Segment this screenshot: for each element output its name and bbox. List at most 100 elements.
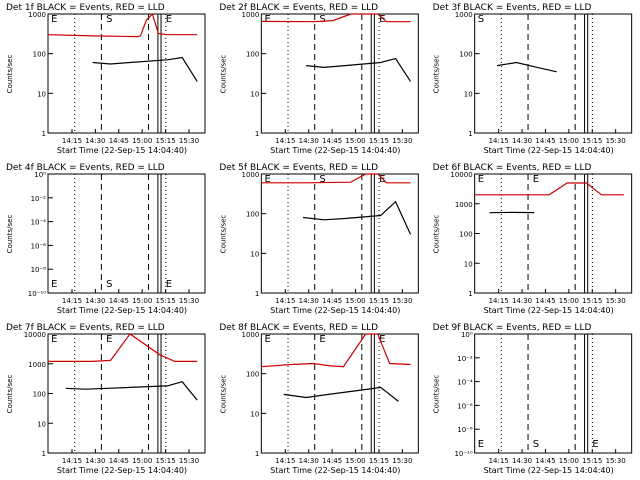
y-axis-label: Counts/sec	[433, 375, 441, 414]
x-tick-label: 15:15	[156, 297, 176, 305]
interval-marker: E	[166, 14, 172, 25]
x-tick-label: 15:30	[179, 457, 199, 465]
x-tick-label: 14:45	[322, 297, 342, 305]
y-tick-label: 10	[464, 260, 473, 268]
y-axis-label: Counts/sec	[6, 375, 14, 414]
y-tick-label: 10⁻⁴	[457, 379, 473, 387]
events-series-line	[496, 61, 557, 73]
x-tick-label: 14:15	[62, 137, 82, 145]
events-series-line	[92, 56, 198, 82]
y-tick-label: 1	[468, 290, 472, 298]
panel-title: Det 1f BLACK = Events, RED = LLD	[6, 3, 165, 13]
y-axis-label: Counts/sec	[219, 215, 227, 254]
interval-marker: E	[533, 174, 539, 185]
y-axis-label: Counts/sec	[219, 375, 227, 414]
x-axis-label: Start Time (22-Sep-15 14:04:40)	[484, 466, 614, 475]
y-tick-label: 10	[464, 90, 473, 98]
x-tick-label: 15:00	[345, 137, 365, 145]
x-axis-label: Start Time (22-Sep-15 14:04:40)	[270, 466, 400, 475]
y-tick-label: 100	[459, 231, 472, 239]
x-tick-label: 14:45	[322, 457, 342, 465]
y-tick-label: 10	[37, 90, 46, 98]
interval-marker: E	[379, 174, 385, 185]
x-tick-label: 14:45	[535, 137, 555, 145]
panel-title: Det 5f BLACK = Events, RED = LLD	[219, 163, 378, 173]
x-tick-label: 14:15	[275, 137, 295, 145]
x-tick-label: 15:30	[392, 297, 412, 305]
x-tick-label: 15:15	[369, 457, 389, 465]
interval-marker: S	[106, 279, 112, 290]
plot-frame	[260, 333, 419, 454]
y-tick-label: 10⁻⁸	[31, 266, 47, 274]
events-series-line	[306, 57, 412, 82]
y-tick-label: 10⁻⁶	[457, 402, 473, 410]
y-tick-label: 1000	[455, 11, 473, 19]
x-tick-label: 15:15	[582, 137, 602, 145]
x-tick-label: 15:15	[369, 137, 389, 145]
y-tick-label: 10⁻⁶	[31, 242, 47, 250]
y-tick-label: 1	[255, 450, 259, 458]
y-axis-label: Counts/sec	[6, 55, 14, 94]
lld-series-line	[48, 333, 198, 362]
interval-marker: E	[106, 334, 112, 345]
y-tick-label: 1000	[455, 201, 473, 209]
interval-marker: E	[264, 334, 270, 345]
y-axis-label: Counts/sec	[6, 215, 14, 254]
x-tick-label: 14:30	[299, 137, 319, 145]
y-tick-label: 1000	[242, 171, 260, 179]
x-tick-label: 14:15	[489, 457, 509, 465]
x-axis-label: Start Time (22-Sep-15 14:04:40)	[57, 146, 187, 155]
x-tick-label: 15:30	[606, 137, 626, 145]
x-tick-label: 14:30	[85, 137, 105, 145]
y-tick-label: 1000	[28, 361, 46, 369]
lld-series-line	[261, 13, 411, 23]
x-tick-label: 14:45	[535, 457, 555, 465]
x-tick-label: 14:30	[299, 297, 319, 305]
interval-marker: E	[264, 174, 270, 185]
x-tick-label: 14:30	[299, 457, 319, 465]
interval-marker: S	[106, 14, 112, 25]
panel-title: Det 8f BLACK = Events, RED = LLD	[219, 323, 378, 333]
y-axis-label: Counts/sec	[433, 215, 441, 254]
interval-marker: E	[478, 439, 484, 450]
events-series-line	[65, 381, 198, 401]
x-tick-label: 14:30	[85, 297, 105, 305]
x-tick-label: 14:45	[322, 137, 342, 145]
interval-marker: E	[379, 14, 385, 25]
x-tick-label: 14:15	[489, 297, 509, 305]
panel-title: Det 7f BLACK = Events, RED = LLD	[6, 323, 165, 333]
y-tick-label: 1000	[242, 331, 260, 339]
x-tick-label: 15:30	[606, 457, 626, 465]
plot-frame	[260, 173, 419, 294]
y-tick-label: 10	[250, 410, 259, 418]
y-tick-label: 10⁻⁸	[457, 426, 473, 434]
interval-marker: S	[319, 174, 325, 185]
interval-marker: E	[592, 439, 598, 450]
panel-title: Det 2f BLACK = Events, RED = LLD	[219, 3, 378, 13]
y-tick-label: 10	[250, 250, 259, 258]
x-tick-label: 14:15	[489, 137, 509, 145]
x-tick-label: 15:30	[179, 297, 199, 305]
y-axis-label: Counts/sec	[433, 55, 441, 94]
y-tick-label: 100	[246, 211, 259, 219]
interval-marker: S	[533, 439, 539, 450]
y-tick-label: 10⁻¹⁰	[28, 290, 46, 298]
x-axis-label: Start Time (22-Sep-15 14:04:40)	[57, 306, 187, 315]
x-tick-label: 15:00	[132, 297, 152, 305]
y-tick-label: 10⁰	[34, 171, 46, 179]
y-tick-label: 100	[246, 371, 259, 379]
interval-marker: E	[51, 279, 57, 290]
plot-frame	[47, 13, 206, 134]
plot-frame	[47, 333, 206, 454]
lld-series-line	[261, 333, 411, 368]
y-axis-label: Counts/sec	[219, 55, 227, 94]
x-tick-label: 15:00	[132, 137, 152, 145]
panel-title: Det 3f BLACK = Events, RED = LLD	[433, 3, 592, 13]
lld-series-line	[474, 182, 624, 196]
x-tick-label: 15:00	[132, 457, 152, 465]
x-tick-label: 14:30	[512, 137, 532, 145]
x-tick-label: 15:30	[179, 137, 199, 145]
x-tick-label: 15:15	[156, 137, 176, 145]
y-tick-label: 10⁰	[461, 331, 473, 339]
